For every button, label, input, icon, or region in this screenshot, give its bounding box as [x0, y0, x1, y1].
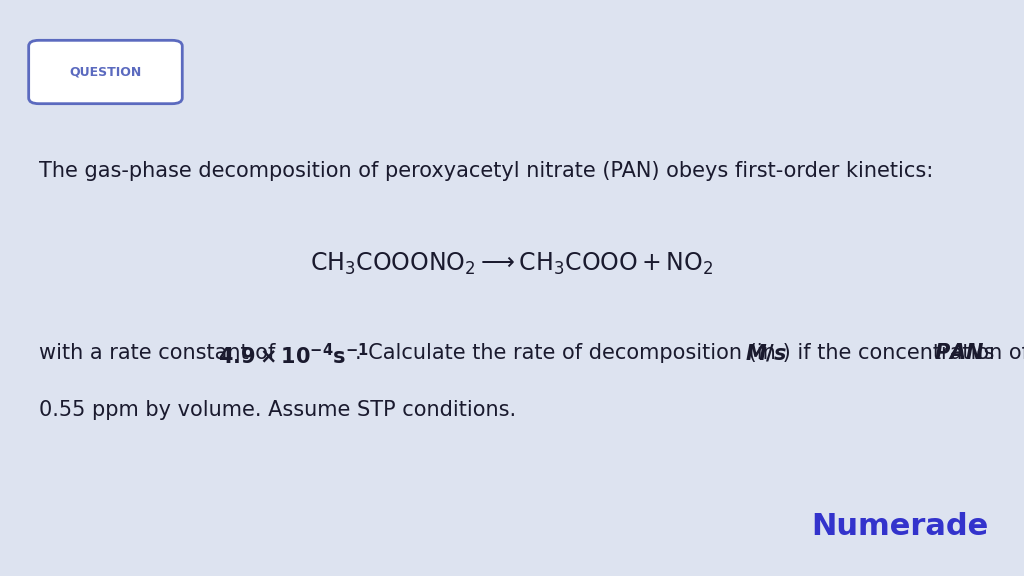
Text: $\mathrm{CH_3COOONO_2 \longrightarrow CH_3COOO + NO_2}$: $\mathrm{CH_3COOONO_2 \longrightarrow CH… — [310, 251, 714, 276]
Text: QUESTION: QUESTION — [70, 66, 141, 78]
Text: . Calculate the rate of decomposition (in: . Calculate the rate of decomposition (i… — [355, 343, 782, 363]
Text: $\boldsymbol{M/s}$: $\boldsymbol{M/s}$ — [745, 343, 787, 363]
Text: Numerade: Numerade — [811, 513, 988, 541]
Text: $\boldsymbol{PAN}$: $\boldsymbol{PAN}$ — [934, 343, 984, 363]
Text: ) if the concentration of: ) if the concentration of — [776, 343, 1024, 363]
Text: 0.55 ppm by volume. Assume STP conditions.: 0.55 ppm by volume. Assume STP condition… — [39, 400, 516, 420]
Text: is: is — [971, 343, 994, 363]
FancyBboxPatch shape — [29, 40, 182, 104]
Text: $\mathbf{4.9 \times 10^{-4}s^{-1}}$: $\mathbf{4.9 \times 10^{-4}s^{-1}}$ — [218, 343, 369, 368]
Text: The gas-phase decomposition of peroxyacetyl nitrate (PAN) obeys first-order kine: The gas-phase decomposition of peroxyace… — [39, 161, 933, 181]
Text: with a rate constant of: with a rate constant of — [39, 343, 282, 363]
